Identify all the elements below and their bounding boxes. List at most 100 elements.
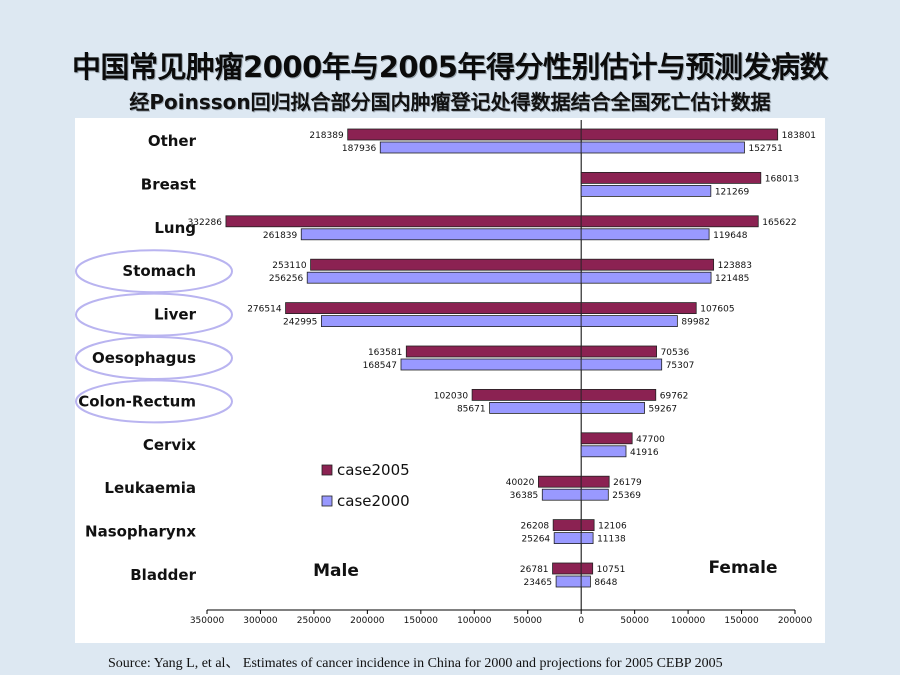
bar-female-case2000 — [580, 488, 609, 501]
side-label-male: Male — [313, 561, 359, 581]
bar-male-case2000 — [379, 141, 582, 154]
x-tick-label: 50000 — [620, 616, 649, 626]
bar-male-case2000 — [300, 228, 582, 241]
data-label-male: 332286 — [188, 218, 223, 228]
legend-swatch-case2005 — [321, 464, 333, 476]
data-label-female: 152751 — [748, 144, 782, 154]
bar-female-case2000 — [580, 141, 745, 154]
data-label-male: 25264 — [522, 535, 551, 545]
data-label-male: 253110 — [272, 261, 307, 271]
bar-male-case2005 — [225, 215, 582, 228]
page-subtitle: 经Poinsson回归拟合部分国内肿瘤登记处得数据结合全国死亡估计数据 — [129, 90, 771, 114]
bar-female-case2000 — [580, 445, 627, 458]
category-label: Lung — [154, 219, 196, 237]
data-label-male: 256256 — [269, 274, 304, 284]
category-label: Cervix — [143, 436, 196, 454]
bar-male-case2000 — [400, 358, 582, 371]
category-label: Breast — [141, 175, 196, 193]
bar-female-case2005 — [580, 519, 595, 531]
category-label: Other — [148, 132, 197, 150]
data-label-male: 36385 — [510, 491, 539, 501]
bar-male-case2000 — [553, 532, 582, 544]
bar-female-case2005 — [580, 215, 759, 228]
data-label-female: 12106 — [598, 522, 627, 532]
data-label-male: 218389 — [309, 131, 344, 141]
data-label-female: 47700 — [636, 435, 665, 445]
bar-female-case2005 — [580, 388, 657, 401]
bar-female-case2000 — [580, 271, 712, 284]
bar-female-case2000 — [580, 228, 710, 241]
data-label-female: 70536 — [661, 348, 690, 358]
bar-female-case2005 — [580, 432, 633, 445]
bar-female-case2000 — [580, 575, 591, 588]
bar-female-case2005 — [580, 345, 657, 358]
data-label-female: 75307 — [666, 361, 695, 371]
legend-label-case2005: case2005 — [337, 461, 410, 479]
chart-panel — [75, 118, 825, 643]
data-label-female: 168013 — [765, 174, 799, 184]
x-tick-label: 200000 — [778, 616, 813, 626]
x-tick-label: 150000 — [724, 616, 759, 626]
category-label: Stomach — [122, 262, 196, 280]
x-tick-label: 50000 — [513, 616, 542, 626]
highlight-ellipse-oesophagus — [75, 336, 233, 380]
data-label-female: 41916 — [630, 448, 659, 458]
data-label-female: 25369 — [612, 491, 641, 501]
bar-female-case2005 — [580, 258, 715, 271]
data-label-female: 69762 — [660, 391, 689, 401]
x-tick-label: 250000 — [297, 616, 332, 626]
data-label-female: 26179 — [613, 478, 642, 488]
x-tick-label: 100000 — [457, 616, 492, 626]
data-label-male: 23465 — [523, 578, 552, 588]
data-label-male: 168547 — [363, 361, 397, 371]
data-label-female: 121485 — [715, 274, 749, 284]
data-label-male: 26781 — [520, 565, 549, 575]
data-label-female: 183801 — [782, 131, 816, 141]
data-label-female: 89982 — [681, 318, 710, 328]
category-label: Nasopharynx — [85, 523, 196, 541]
data-label-female: 8648 — [594, 578, 617, 588]
bar-female-case2005 — [580, 128, 779, 141]
data-label-female: 121269 — [715, 187, 750, 197]
x-tick-label: 150000 — [404, 616, 439, 626]
bar-female-case2000 — [580, 401, 645, 414]
x-tick-label: 350000 — [190, 616, 225, 626]
category-label: Oesophagus — [92, 349, 196, 367]
page-title: 中国常见肿瘤2000年与2005年得分性别估计与预测发病数 — [72, 50, 828, 84]
highlight-ellipse-stomach — [75, 249, 233, 294]
category-label: Colon-Rectum — [78, 392, 196, 410]
legend-label-case2000: case2000 — [337, 492, 410, 510]
data-label-female: 119648 — [713, 231, 748, 241]
bar-female-case2000 — [580, 184, 712, 197]
bar-male-case2005 — [347, 128, 582, 141]
data-label-male: 242995 — [283, 318, 317, 328]
bar-male-case2000 — [489, 401, 582, 414]
bar-male-case2005 — [405, 345, 582, 358]
bar-male-case2005 — [310, 258, 582, 271]
x-tick-label: 300000 — [243, 616, 278, 626]
bar-male-case2000 — [320, 315, 582, 328]
data-label-male: 40020 — [506, 478, 535, 488]
data-label-female: 165622 — [762, 218, 796, 228]
data-label-male: 261839 — [263, 231, 298, 241]
legend-swatch-case2000 — [321, 495, 333, 507]
data-label-female: 123883 — [718, 261, 752, 271]
data-label-male: 26208 — [521, 522, 550, 532]
source-citation: Source: Yang L, et al、 Estimates of canc… — [108, 656, 723, 671]
highlight-ellipse-colon-rectum — [75, 379, 233, 424]
bar-male-case2005 — [552, 562, 582, 575]
bar-female-case2000 — [580, 532, 594, 544]
x-tick-label: 0 — [578, 616, 584, 626]
data-label-male: 187936 — [342, 144, 377, 154]
bar-male-case2005 — [285, 302, 582, 315]
bar-male-case2000 — [541, 488, 582, 501]
bar-female-case2005 — [580, 302, 697, 315]
bar-female-case2005 — [580, 171, 762, 184]
category-label: Leukaemia — [104, 479, 196, 497]
data-label-female: 10751 — [597, 565, 626, 575]
bar-male-case2005 — [471, 388, 582, 401]
bar-female-case2000 — [580, 358, 663, 371]
data-label-female: 11138 — [597, 535, 626, 545]
bar-male-case2005 — [537, 475, 582, 488]
